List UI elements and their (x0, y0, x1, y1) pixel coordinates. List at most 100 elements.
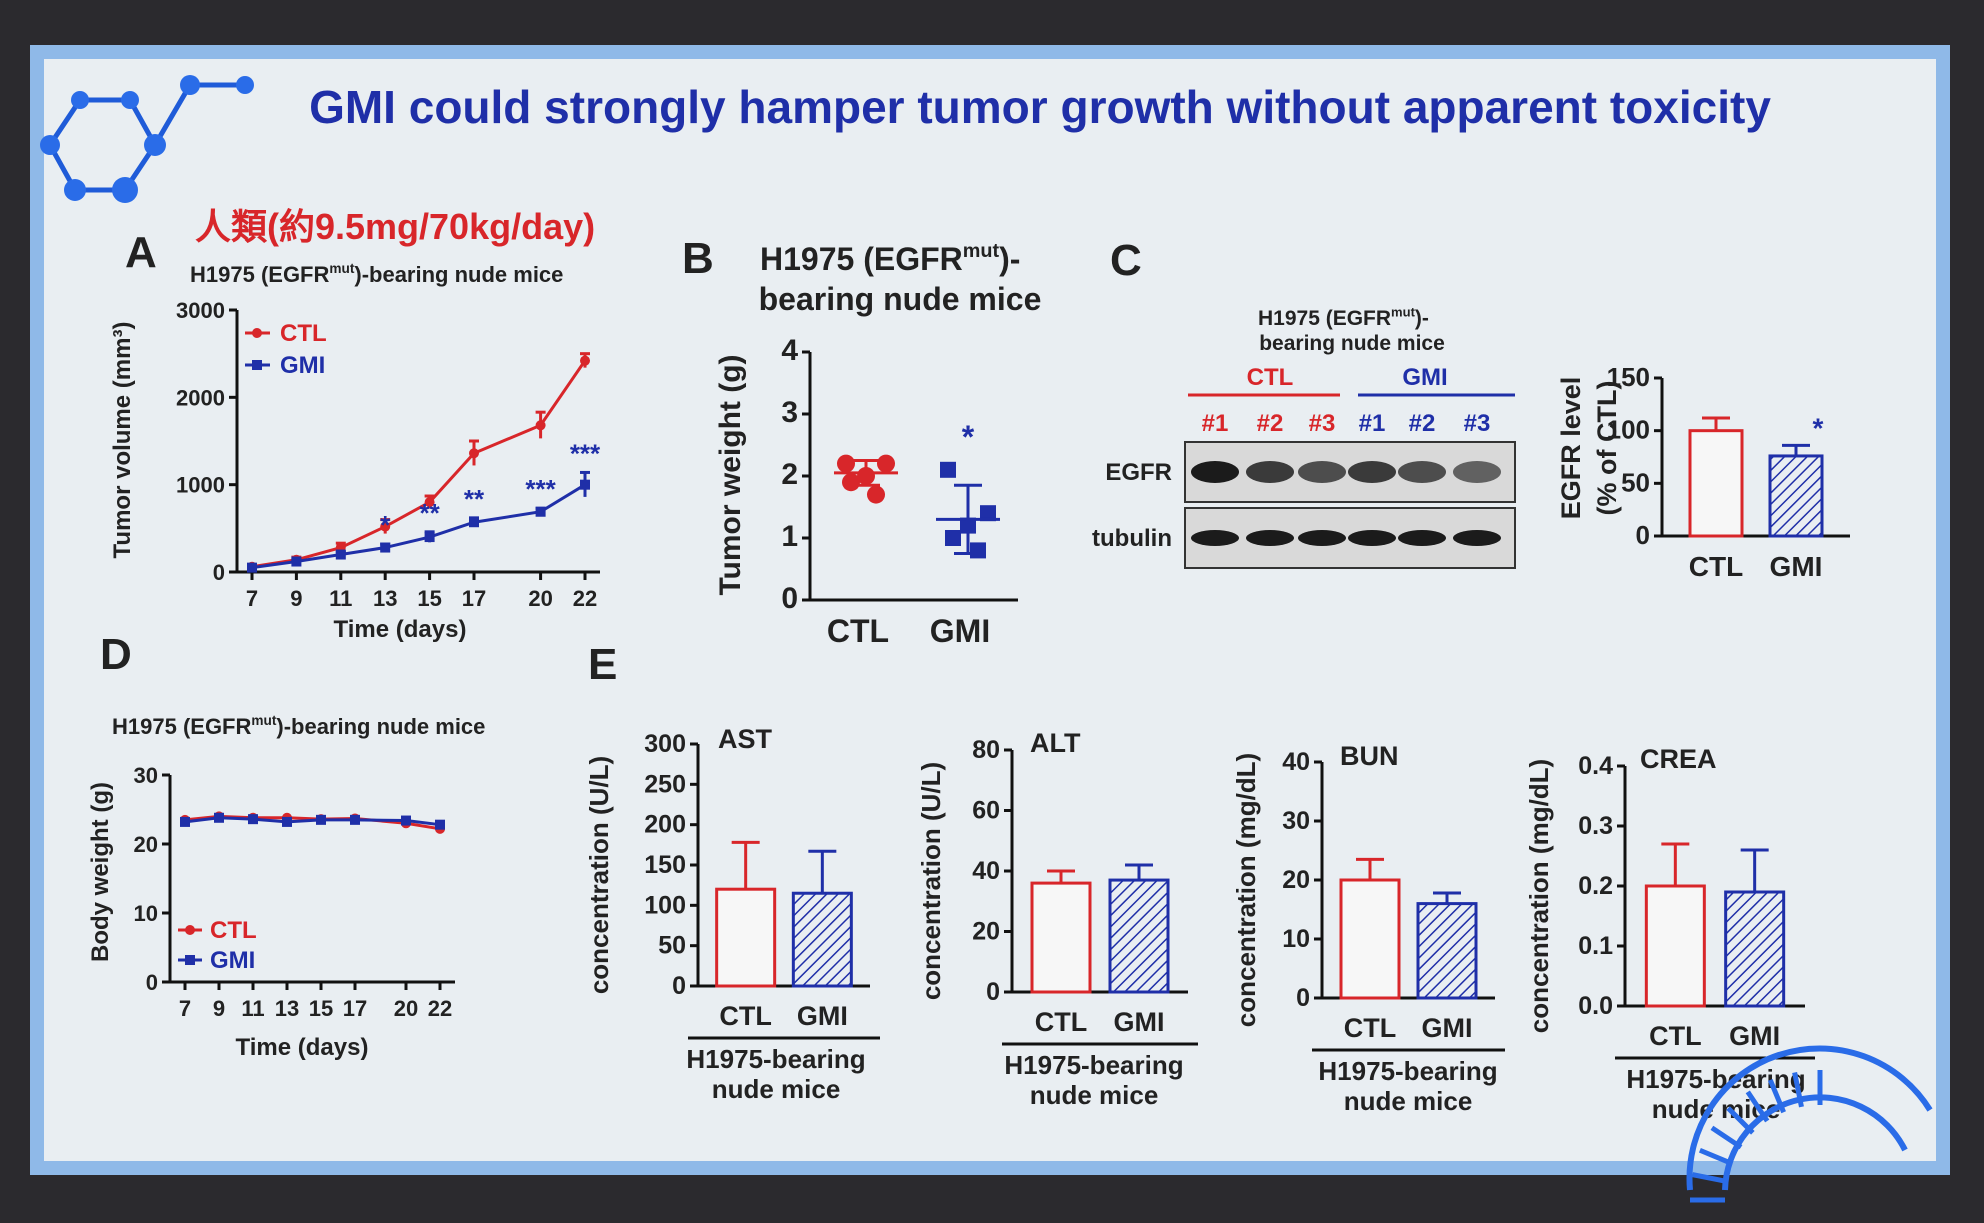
panel-A-x-tick-label: 11 (329, 586, 352, 611)
panel-b-y-tick-label: 1 (781, 520, 798, 553)
panel-c-title-line2: bearing nude mice (1259, 332, 1445, 355)
data-point-gmi (291, 556, 302, 567)
panel-E-ALT-y-tick-label: 80 (972, 736, 1000, 764)
series-line-gmi (251, 483, 586, 570)
group-label-line2: nude mice (1344, 1086, 1473, 1116)
blot-group-ctl: CTL (1247, 364, 1294, 391)
dna-rung (1692, 1172, 1728, 1184)
group-label-line1: H1975-bearing (686, 1044, 865, 1074)
panel-E-ALT-y-tick-label: 0 (986, 978, 1000, 1006)
panel-b-y-tick-label: 2 (781, 458, 798, 491)
panel-E-CREA-y-tick-label: 0.2 (1578, 872, 1613, 900)
panel-A-y-tick-label: 0 (213, 560, 225, 585)
bar-ctl (715, 887, 777, 988)
panel-D-x-tick-label: 17 (343, 996, 367, 1021)
blot-lane-label: #1 (1202, 410, 1229, 437)
data-point-gmi (535, 506, 546, 517)
legend-marker-gmi (252, 360, 262, 370)
panel-E-ALT-y-tick-label: 60 (972, 797, 1000, 825)
data-point-gmi (282, 816, 292, 827)
data-point-gmi (248, 814, 258, 825)
panel-E-AST-y-tick-label: 0 (672, 972, 686, 1000)
data-point-ctl (469, 448, 479, 459)
blot-band (1246, 530, 1294, 546)
significance-marker: *** (525, 474, 556, 504)
slide-subtitle: 人類(約9.5mg/70kg/day) (195, 206, 596, 247)
panel-a-title: H1975 (EGFRmut)-bearing nude mice (190, 261, 563, 287)
data-point-gmi (435, 819, 445, 830)
blot-band (1348, 461, 1396, 483)
presentation-slide (30, 45, 1950, 1175)
panel-A-y-tick-label: 1000 (176, 473, 225, 498)
panel-A-x-tick-label: 20 (528, 586, 552, 611)
blot-band (1298, 530, 1346, 546)
bar-ctl (1644, 884, 1706, 1008)
dna-strand (1686, 1045, 1933, 1191)
blot-band (1453, 461, 1501, 483)
data-point-gmi (335, 549, 346, 560)
blot-row-label: EGFR (1105, 459, 1172, 486)
blot-lane-label: #2 (1257, 410, 1284, 437)
data-point-ctl (535, 420, 546, 431)
bar-gmi (1768, 454, 1824, 538)
data-point-ctl (837, 454, 855, 473)
panel-a-x-label: Time (days) (334, 616, 467, 643)
panel-A-x-tick-label: 15 (417, 586, 441, 611)
panel-E-ALT-x-tick-label: CTL (1035, 1007, 1087, 1037)
panel-D-x-tick-label: 7 (179, 996, 191, 1021)
panel-D-y-tick-label: 10 (134, 901, 158, 926)
data-point-gmi (940, 461, 956, 478)
panel-E-CREA-y-tick-label: 0.0 (1578, 992, 1613, 1020)
panel-D-x-tick-label: 22 (428, 996, 452, 1021)
blot-band (1398, 530, 1446, 546)
panel-E-BUN-y-tick-label: 40 (1282, 748, 1310, 776)
panel-b-y-label: Tumor weight (g) (714, 354, 747, 595)
blot-band (1191, 461, 1239, 483)
panel-label-a: A (125, 228, 157, 277)
slide-title: GMI could strongly hamper tumor growth w… (309, 81, 1771, 133)
panel-E-CREA-title: CREA (1640, 744, 1717, 774)
panel-E-BUN-y-tick-label: 0 (1296, 984, 1310, 1012)
bar-gmi (1416, 902, 1478, 1000)
legend-label-ctl: CTL (280, 320, 327, 347)
data-point-gmi (401, 815, 411, 826)
panel-E-CREA-x-tick-label: GMI (1729, 1021, 1780, 1051)
data-point-ctl (877, 454, 895, 473)
data-point-gmi (580, 479, 590, 490)
blot-band (1398, 461, 1446, 483)
blot-band (1453, 530, 1501, 546)
legend-marker-ctl (185, 925, 195, 935)
panel-E-ALT-y-label: concentration (U/L) (916, 762, 946, 1000)
data-point-gmi (970, 542, 986, 559)
panel-D-y-tick-label: 0 (146, 970, 158, 995)
panel-D-x-tick-label: 13 (275, 996, 299, 1021)
legend-label-ctl: CTL (210, 917, 257, 944)
series-line-ctl (251, 359, 587, 569)
data-point-gmi (980, 505, 996, 522)
panel-label-c: C (1110, 236, 1142, 285)
panel-c-title: H1975 (EGFRmut)- (1258, 305, 1429, 330)
group-label-line1: H1975-bearing (1626, 1064, 1805, 1094)
data-point-gmi (247, 562, 257, 573)
panel-b-y-tick-label: 3 (781, 396, 798, 429)
group-label-line2: nude mice (712, 1074, 841, 1104)
significance-marker: * (1813, 412, 1824, 443)
bar-gmi (1724, 890, 1786, 1008)
blot-group-gmi: GMI (1402, 364, 1447, 391)
dna-arc-icon (1686, 1045, 1933, 1203)
panel-d-title: H1975 (EGFRmut)-bearing nude mice (112, 713, 485, 739)
panel-E-CREA-x-tick-label: CTL (1649, 1021, 1701, 1051)
data-point-ctl (842, 473, 860, 492)
data-point-gmi (316, 814, 326, 825)
panel-D-y-tick-label: 30 (134, 763, 158, 788)
panel-C-bar-x-tick-label: GMI (1770, 551, 1823, 582)
significance-marker: ** (419, 498, 440, 528)
panel-E-ALT-title: ALT (1030, 728, 1081, 758)
panel-E-AST-x-tick-label: GMI (797, 1001, 848, 1031)
panel-E-CREA-y-tick-label: 0.3 (1578, 812, 1613, 840)
panel-d-x-label: Time (days) (236, 1034, 369, 1061)
panel-A-x-tick-label: 9 (290, 586, 302, 611)
bar-ctl (1030, 881, 1092, 994)
panel-E-CREA-y-label: concentration (mg/dL) (1524, 759, 1554, 1033)
